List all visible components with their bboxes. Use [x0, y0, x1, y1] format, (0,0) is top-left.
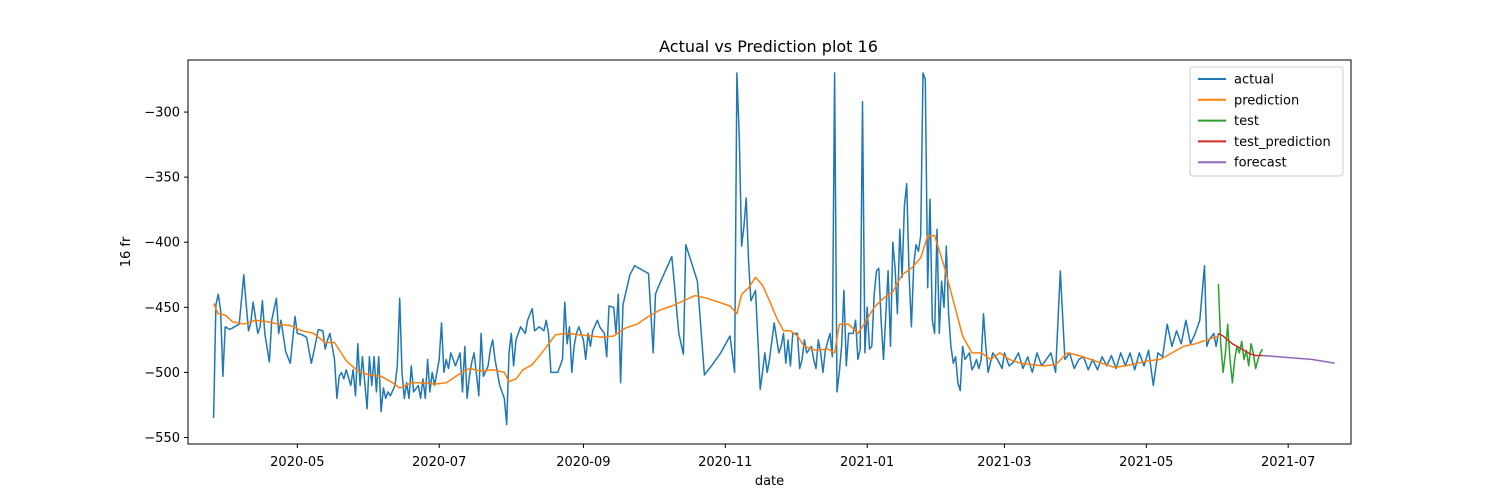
chart-title: Actual vs Prediction plot 16 — [659, 37, 878, 56]
legend-label-test-prediction: test_prediction — [1234, 135, 1331, 150]
y-tick-label: −400 — [144, 236, 180, 251]
x-axis: 2020-05 2020-07 2020-09 2020-11 2021-01 2021-… — [270, 444, 1315, 470]
x-tick-label: 2021-05 — [1119, 455, 1173, 470]
x-tick-label: 2020-09 — [556, 455, 610, 470]
y-tick-label: −300 — [144, 106, 180, 121]
x-tick-label: 2020-11 — [698, 455, 752, 470]
legend-label-forecast: forecast — [1234, 156, 1287, 171]
legend-box — [1189, 66, 1344, 177]
series-line-actual — [212, 72, 1220, 426]
y-axis-title: 16 fr — [119, 236, 134, 267]
legend-label-prediction: prediction — [1234, 93, 1299, 108]
plot-area — [187, 59, 1352, 445]
series-line-prediction — [212, 234, 1219, 389]
legend-label-actual: actual — [1234, 73, 1274, 88]
y-tick-label: −350 — [144, 171, 180, 186]
x-tick-label: 2021-01 — [840, 455, 894, 470]
y-tick-label: −450 — [144, 301, 180, 316]
y-axis: −300 −350 −400 −450 −500 −550 — [144, 106, 188, 446]
series-line-forecast — [1262, 354, 1335, 365]
x-axis-title: date — [755, 474, 784, 489]
x-tick-label: 2020-05 — [270, 455, 324, 470]
x-tick-label: 2021-07 — [1261, 455, 1315, 470]
y-tick-label: −550 — [144, 431, 180, 446]
x-tick-label: 2021-03 — [977, 455, 1031, 470]
y-tick-label: −500 — [144, 366, 180, 381]
x-tick-label: 2020-07 — [412, 455, 466, 470]
series-layer — [212, 72, 1335, 426]
legend-label-test: test — [1234, 114, 1259, 129]
series-line-test — [1217, 283, 1264, 384]
legend: actual prediction test test_predictionforec… — [1189, 66, 1344, 177]
series-line-test-prediction — [1218, 332, 1263, 357]
